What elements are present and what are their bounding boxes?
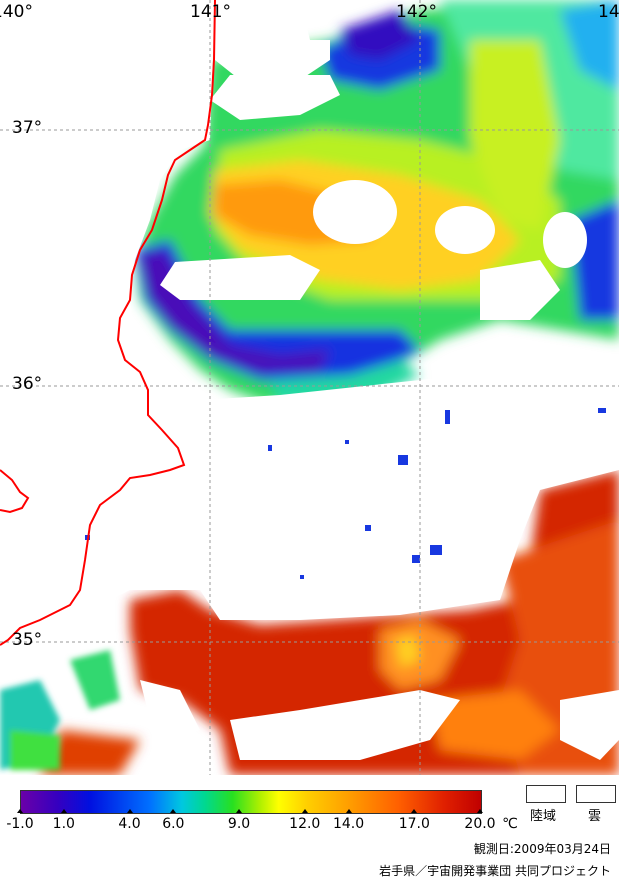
- observation-date: 観測日:2009年03月24日: [473, 842, 611, 856]
- legend-tick-mark: [301, 809, 308, 813]
- legend-tick-mark: [17, 809, 23, 813]
- lat-lon-grid: [0, 0, 619, 775]
- legend-tick-label: 9.0: [227, 816, 251, 832]
- sea-surface-temperature-map: 140° 141° 142° 143 37° 36° 35°: [0, 0, 619, 775]
- legend-tick-label: 6.0: [162, 816, 185, 832]
- legend-tick-mark: [126, 809, 133, 813]
- coastline: [0, 0, 216, 646]
- legend-tick-label: 14.0: [332, 816, 365, 832]
- lon-label-141: 141°: [190, 2, 231, 22]
- land-key-swatch: [526, 785, 566, 803]
- cloud-key-label: 雲: [588, 809, 602, 824]
- legend-tick-mark: [345, 809, 352, 813]
- map-graphic: [0, 0, 619, 775]
- temperature-unit: ℃: [502, 816, 518, 832]
- lon-label-143: 143: [598, 2, 619, 22]
- land-key-label: 陸域: [530, 809, 557, 824]
- lon-label-142: 142°: [396, 2, 437, 22]
- lon-label-140: 140°: [0, 2, 33, 22]
- legend-tick-mark: [236, 809, 243, 813]
- legend-tick-mark: [477, 809, 483, 813]
- legend-tick-label: -1.0: [6, 816, 34, 832]
- cloud-key-swatch: [576, 785, 616, 803]
- legend-tick-label: 1.0: [52, 816, 75, 832]
- cloud-masks: [0, 0, 619, 760]
- legend-tick-label: 12.0: [289, 816, 321, 832]
- legend-tick-mark: [170, 809, 177, 813]
- legend-tick-label: 20.0: [464, 816, 496, 832]
- legend-tick-mark: [60, 809, 67, 813]
- temperature-color-scale: [20, 790, 482, 814]
- lat-label-35: 35°: [12, 630, 43, 650]
- southwest-coastal-patches: [0, 650, 120, 770]
- coastline-peninsula: [0, 469, 30, 514]
- lat-label-37: 37°: [12, 118, 43, 138]
- lat-label-36: 36°: [12, 374, 43, 394]
- legend-tick-label: 17.0: [398, 816, 430, 832]
- legend-tick-mark: [411, 809, 418, 813]
- credit-line: 岩手県／宇宙開発事業団 共同プロジェクト: [379, 864, 611, 878]
- legend-tick-label: 4.0: [118, 816, 141, 832]
